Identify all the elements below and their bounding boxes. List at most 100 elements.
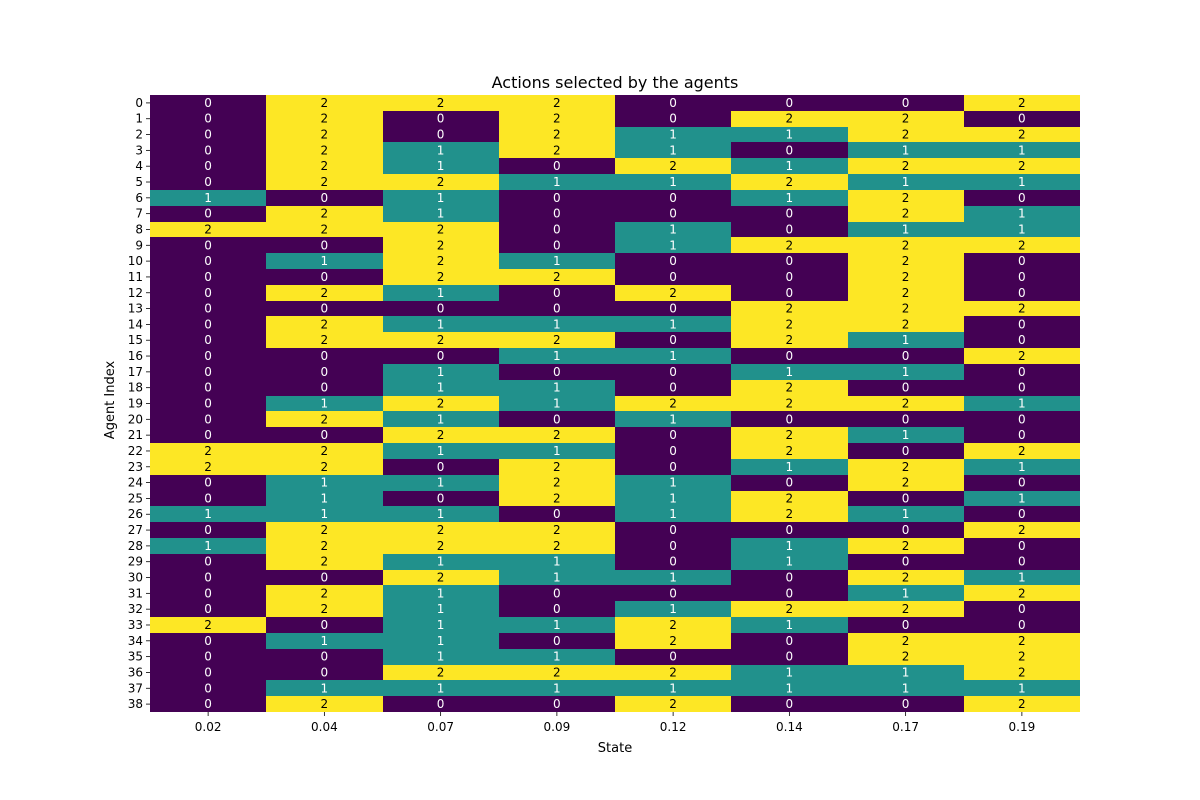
cell-value-label: 0	[1018, 476, 1026, 490]
cell-value-label: 2	[902, 286, 910, 300]
heatmap-cell	[383, 696, 499, 712]
y-axis-label: Agent Index	[103, 360, 118, 439]
cell-value-label: 2	[902, 128, 910, 142]
cell-value-label: 0	[437, 460, 445, 474]
heatmap-cell	[150, 142, 266, 158]
heatmap-cell	[615, 617, 731, 633]
cell-value-label: 1	[204, 191, 212, 205]
cell-value-label: 2	[902, 207, 910, 221]
heatmap-cell	[731, 491, 848, 506]
cell-value-label: 0	[902, 523, 910, 537]
cell-value-label: 1	[437, 586, 445, 600]
heatmap-cell	[848, 601, 964, 617]
cell-value-label: 0	[204, 571, 212, 585]
cell-value-label: 2	[321, 555, 329, 569]
heatmap-cell	[615, 665, 731, 680]
cell-value-label: 2	[1018, 159, 1026, 173]
cell-value-label: 0	[204, 697, 212, 711]
cell-value-label: 0	[669, 333, 677, 347]
heatmap-cell	[266, 443, 383, 459]
cell-value-label: 0	[902, 444, 910, 458]
y-tick-label: 37	[128, 681, 143, 695]
cell-value-label: 1	[553, 175, 561, 189]
cell-value-label: 2	[553, 96, 561, 110]
heatmap-cell	[615, 649, 731, 665]
heatmap-cell	[731, 285, 848, 301]
cell-value-label: 2	[553, 112, 561, 126]
heatmap-cell	[731, 253, 848, 269]
cell-value-label: 1	[437, 634, 445, 648]
heatmap-cell	[964, 142, 1080, 158]
heatmap-cell	[848, 206, 964, 222]
heatmap-cell	[615, 601, 731, 617]
cell-value-label: 0	[669, 428, 677, 442]
cell-value-label: 2	[1018, 586, 1026, 600]
x-tick-label: 0.07	[427, 720, 454, 734]
cell-value-label: 2	[669, 286, 677, 300]
heatmap-cell	[848, 190, 964, 206]
x-tick-label: 0.04	[311, 720, 338, 734]
heatmap-cell	[615, 332, 731, 348]
cell-value-label: 0	[786, 412, 794, 426]
heatmap-cell	[731, 380, 848, 396]
heatmap-cell	[848, 570, 964, 585]
cell-value-label: 0	[204, 381, 212, 395]
heatmap-cell	[615, 396, 731, 411]
heatmap-cell	[848, 174, 964, 190]
heatmap-cell	[266, 174, 383, 190]
cell-value-label: 1	[553, 555, 561, 569]
cell-value-label: 0	[669, 523, 677, 537]
cell-value-label: 1	[669, 507, 677, 521]
y-tick-label: 19	[128, 397, 143, 411]
y-tick-label: 15	[128, 333, 143, 347]
heatmap-cell	[266, 665, 383, 680]
cell-value-label: 0	[553, 634, 561, 648]
heatmap-cell	[499, 522, 615, 538]
heatmap-cell	[964, 174, 1080, 190]
heatmap-cell	[499, 601, 615, 617]
heatmap-cell	[150, 554, 266, 570]
heatmap-cell	[615, 190, 731, 206]
cell-value-label: 1	[437, 555, 445, 569]
cell-value-label: 0	[204, 333, 212, 347]
heatmap-cell	[615, 174, 731, 190]
heatmap-cell	[964, 459, 1080, 475]
heatmap-cell	[266, 142, 383, 158]
heatmap-cell	[848, 111, 964, 127]
y-tick-label: 35	[128, 650, 143, 664]
heatmap-cell	[731, 142, 848, 158]
heatmap-cell	[499, 269, 615, 285]
cell-value-label: 0	[1018, 333, 1026, 347]
cell-value-label: 0	[204, 302, 212, 316]
cell-value-label: 0	[902, 381, 910, 395]
heatmap-cell	[266, 585, 383, 601]
cell-value-label: 0	[321, 428, 329, 442]
cell-value-label: 2	[1018, 444, 1026, 458]
heatmap-cell	[731, 427, 848, 443]
cell-value-label: 2	[669, 697, 677, 711]
heatmap-cell	[383, 506, 499, 522]
y-axis-ticks: 0123456789101112131415161718192021222324…	[128, 96, 150, 711]
heatmap-cell	[964, 554, 1080, 570]
x-tick-label: 0.17	[892, 720, 919, 734]
cell-value-label: 2	[1018, 697, 1026, 711]
cell-value-label: 1	[1018, 491, 1026, 505]
cell-value-label: 2	[786, 302, 794, 316]
cell-value-label: 2	[786, 444, 794, 458]
heatmap-cell	[848, 554, 964, 570]
y-tick-label: 13	[128, 302, 143, 316]
heatmap-cell	[964, 127, 1080, 142]
heatmap-cell	[731, 633, 848, 649]
heatmap-cell	[383, 585, 499, 601]
heatmap-cell	[499, 158, 615, 174]
cell-value-label: 0	[204, 159, 212, 173]
cell-value-label: 2	[437, 428, 445, 442]
cell-value-label: 2	[321, 175, 329, 189]
heatmap-cell	[964, 506, 1080, 522]
cell-value-label: 1	[669, 175, 677, 189]
heatmap-cell	[964, 696, 1080, 712]
cell-value-label: 2	[902, 571, 910, 585]
heatmap-cell	[150, 475, 266, 491]
cell-value-label: 1	[669, 317, 677, 331]
heatmap-cell	[615, 158, 731, 174]
